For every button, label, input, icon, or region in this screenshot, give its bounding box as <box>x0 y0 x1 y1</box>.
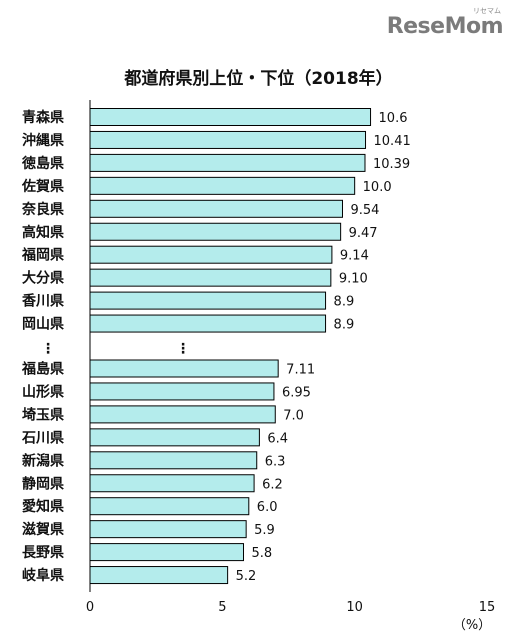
bottom-bar <box>89 405 276 424</box>
x-tick-label: 15 <box>479 600 496 615</box>
top-data-label: 9.14 <box>340 249 369 264</box>
top-data-label: 10.41 <box>374 134 411 149</box>
logo-text: ReseMom <box>386 14 504 39</box>
gap-marker-axis: ⋮ <box>41 341 55 357</box>
bottom-bar <box>89 359 279 378</box>
bottom-data-label: 6.95 <box>282 385 311 400</box>
top-data-label: 10.39 <box>373 157 410 172</box>
bottom-data-label: 6.2 <box>262 477 283 492</box>
bottom-category-label: 滋賀県 <box>22 521 64 538</box>
top-bar <box>89 291 327 310</box>
top-category-label: 奈良県 <box>21 201 64 218</box>
top-bar <box>89 314 327 333</box>
logo-ruby-text: リセマム <box>473 7 501 15</box>
top-category-label: 大分県 <box>22 270 64 287</box>
bottom-data-label: 6.0 <box>257 500 278 515</box>
bottom-data-label: 6.4 <box>267 431 288 446</box>
bottom-data-label: 5.2 <box>236 569 257 584</box>
chart-title: 都道府県別上位・下位（2018年） <box>124 69 393 89</box>
bottom-category-label: 静岡県 <box>22 475 64 492</box>
bottom-bar <box>89 474 255 493</box>
top-data-label: 10.6 <box>379 111 408 126</box>
bottom-bar <box>89 543 245 562</box>
top-data-label: 8.9 <box>334 318 355 333</box>
bottom-category-label: 長野県 <box>22 545 64 561</box>
bottom-category-label: 福島県 <box>21 361 64 378</box>
bottom-category-label: 新潟県 <box>22 452 64 469</box>
top-category-label: 徳島県 <box>21 155 64 172</box>
top-bar <box>89 176 356 195</box>
bottom-bar <box>89 497 250 516</box>
bottom-data-label: 5.8 <box>252 546 273 561</box>
top-bar <box>89 199 343 218</box>
x-tick-label: 10 <box>346 600 363 615</box>
top-bar <box>89 245 333 264</box>
bottom-bar <box>89 451 258 470</box>
bottom-data-label: 5.9 <box>254 523 275 538</box>
top-category-label: 佐賀県 <box>21 178 64 195</box>
bottom-category-label: 岐阜県 <box>22 567 64 584</box>
bottom-category-label: 埼玉県 <box>22 406 64 423</box>
bottom-data-label: 7.0 <box>283 408 304 423</box>
top-category-label: 香川県 <box>21 293 64 310</box>
x-tick-label: 5 <box>218 600 226 615</box>
resemom-logo: リセマム ReseMom <box>387 6 504 44</box>
bottom-bar <box>89 520 247 539</box>
top-category-label: 沖縄県 <box>22 132 64 149</box>
top-data-label: 9.47 <box>349 226 378 241</box>
top-data-label: 8.9 <box>334 295 355 310</box>
x-tick-label: 0 <box>86 600 94 615</box>
top-data-label: 9.10 <box>339 272 368 287</box>
top-bar <box>89 268 332 287</box>
bottom-bar <box>89 382 275 401</box>
top-category-label: 高知県 <box>22 224 64 241</box>
top-bar <box>89 222 342 241</box>
top-category-label: 岡山県 <box>22 317 64 333</box>
bottom-category-label: 愛知県 <box>22 498 64 515</box>
bottom-data-label: 6.3 <box>265 454 286 469</box>
top-bar <box>89 153 366 172</box>
bottom-data-label: 7.11 <box>286 363 315 378</box>
x-axis-unit: （%） <box>453 618 491 633</box>
top-bar <box>89 108 372 126</box>
top-bar <box>89 130 367 149</box>
gap-marker-bars: ⋮ <box>176 341 190 357</box>
top-data-label: 9.54 <box>350 203 379 218</box>
bottom-category-label: 山形県 <box>22 383 64 400</box>
bottom-bar <box>89 428 260 447</box>
bottom-category-label: 石川県 <box>21 430 64 446</box>
top-data-label: 10.0 <box>363 180 392 195</box>
bottom-bar <box>89 566 229 585</box>
top-category-label: 青森県 <box>22 109 64 126</box>
top-category-label: 福岡県 <box>21 247 64 264</box>
